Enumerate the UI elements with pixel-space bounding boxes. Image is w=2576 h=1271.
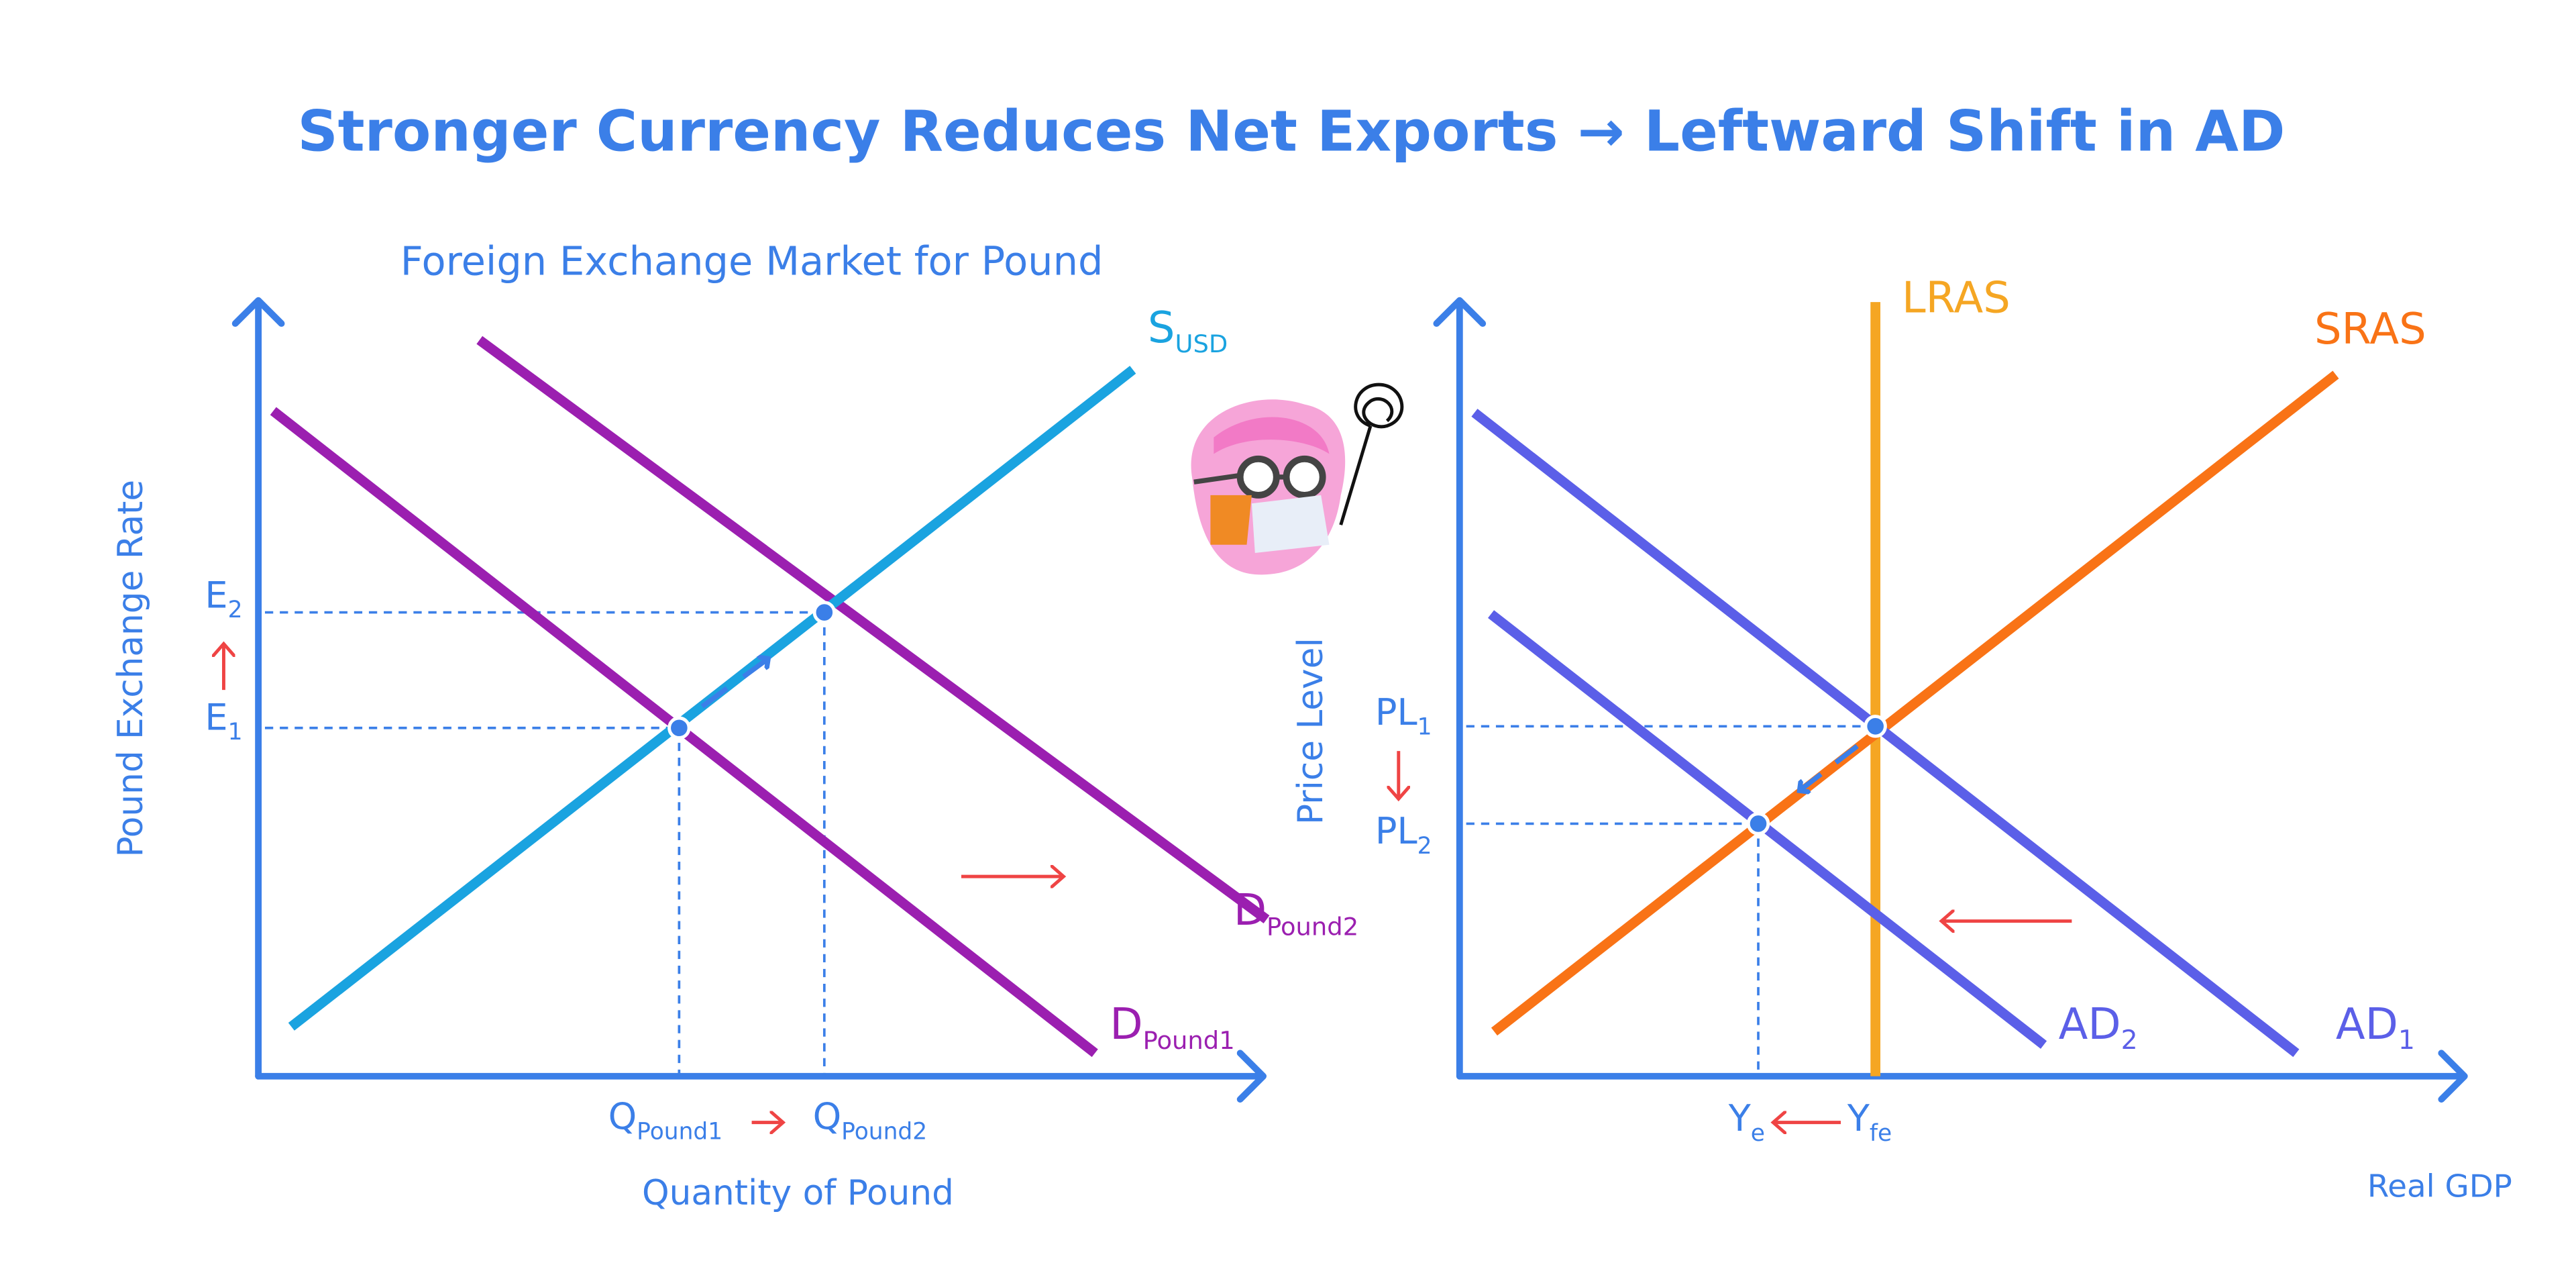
label-part: 1 bbox=[228, 719, 243, 746]
label-part: PL bbox=[1375, 691, 1417, 733]
mascot bbox=[1191, 383, 1404, 575]
label-part: Pound1 bbox=[637, 1118, 722, 1145]
yfe-label: Yfe bbox=[1847, 1097, 1892, 1147]
sras bbox=[1491, 370, 2339, 1036]
demand1-label: DPound1 bbox=[1110, 1000, 1234, 1055]
guides bbox=[1466, 725, 1876, 1076]
e2-label: E2 bbox=[205, 574, 242, 623]
label-part: 2 bbox=[2121, 1025, 2138, 1056]
pl2-label: PL2 bbox=[1375, 810, 1432, 860]
axes bbox=[1433, 297, 2468, 1103]
y-axis-label: Price Level bbox=[1291, 638, 1331, 825]
q1-label: QPound1 bbox=[608, 1095, 723, 1145]
label-part: fe bbox=[1870, 1119, 1892, 1146]
label-part: 1 bbox=[2398, 1025, 2415, 1056]
e1-label: E1 bbox=[205, 696, 242, 746]
demand-2 bbox=[476, 336, 1270, 924]
pl1-label: PL1 bbox=[1375, 691, 1432, 741]
equilibrium bbox=[667, 716, 691, 740]
label-part: PL bbox=[1375, 810, 1417, 852]
label-part: Pound2 bbox=[1267, 912, 1358, 941]
demand2-label: DPound2 bbox=[1234, 886, 1358, 941]
ad-1 bbox=[1471, 409, 2300, 1058]
move-arrow bbox=[1800, 744, 1859, 791]
label-part: Y bbox=[1728, 1097, 1752, 1139]
q2-label: QPound2 bbox=[813, 1095, 928, 1145]
label-part: AD bbox=[2059, 1000, 2121, 1050]
label-part: Pound1 bbox=[1143, 1026, 1235, 1055]
label-part: D bbox=[1110, 1000, 1142, 1050]
sras-label: SRAS bbox=[2314, 305, 2426, 354]
title: Stronger Currency Reduces Net Exports → … bbox=[297, 99, 2285, 164]
y-axis-label: Pound Exchange Rate bbox=[111, 480, 151, 858]
ye-label: Ye bbox=[1728, 1097, 1765, 1147]
label-part: USD bbox=[1175, 329, 1228, 358]
label-part: Q bbox=[813, 1095, 842, 1137]
label-part: E bbox=[205, 574, 227, 616]
supply-label: SUSD bbox=[1148, 303, 1228, 358]
x-axis-label: Real GDP bbox=[2367, 1169, 2512, 1205]
label-part: Y bbox=[1847, 1097, 1870, 1139]
lras-label: LRAS bbox=[1902, 273, 2010, 323]
ad2-label: AD2 bbox=[2059, 1000, 2138, 1056]
ad1-label: AD1 bbox=[2336, 1000, 2415, 1056]
label-part: E bbox=[205, 696, 227, 738]
label-part: 2 bbox=[228, 597, 243, 623]
label-part: Pound2 bbox=[841, 1118, 927, 1145]
label-part: e bbox=[1751, 1119, 1765, 1146]
equilibrium bbox=[812, 601, 837, 624]
move-arrow bbox=[700, 658, 768, 709]
guides bbox=[264, 611, 826, 1076]
equilibrium bbox=[1746, 812, 1770, 835]
label-part: 1 bbox=[1417, 713, 1432, 740]
label-part: D bbox=[1234, 886, 1267, 935]
equilibrium bbox=[1864, 715, 1887, 738]
panel-title: Foreign Exchange Market for Pound bbox=[400, 238, 1104, 285]
axes bbox=[231, 297, 1267, 1103]
label-part: Q bbox=[608, 1095, 637, 1137]
label-part: AD bbox=[2336, 1000, 2398, 1050]
x-axis-label: Quantity of Pound bbox=[642, 1173, 954, 1213]
label-part: 2 bbox=[1417, 832, 1432, 859]
label-part: S bbox=[1148, 303, 1175, 353]
